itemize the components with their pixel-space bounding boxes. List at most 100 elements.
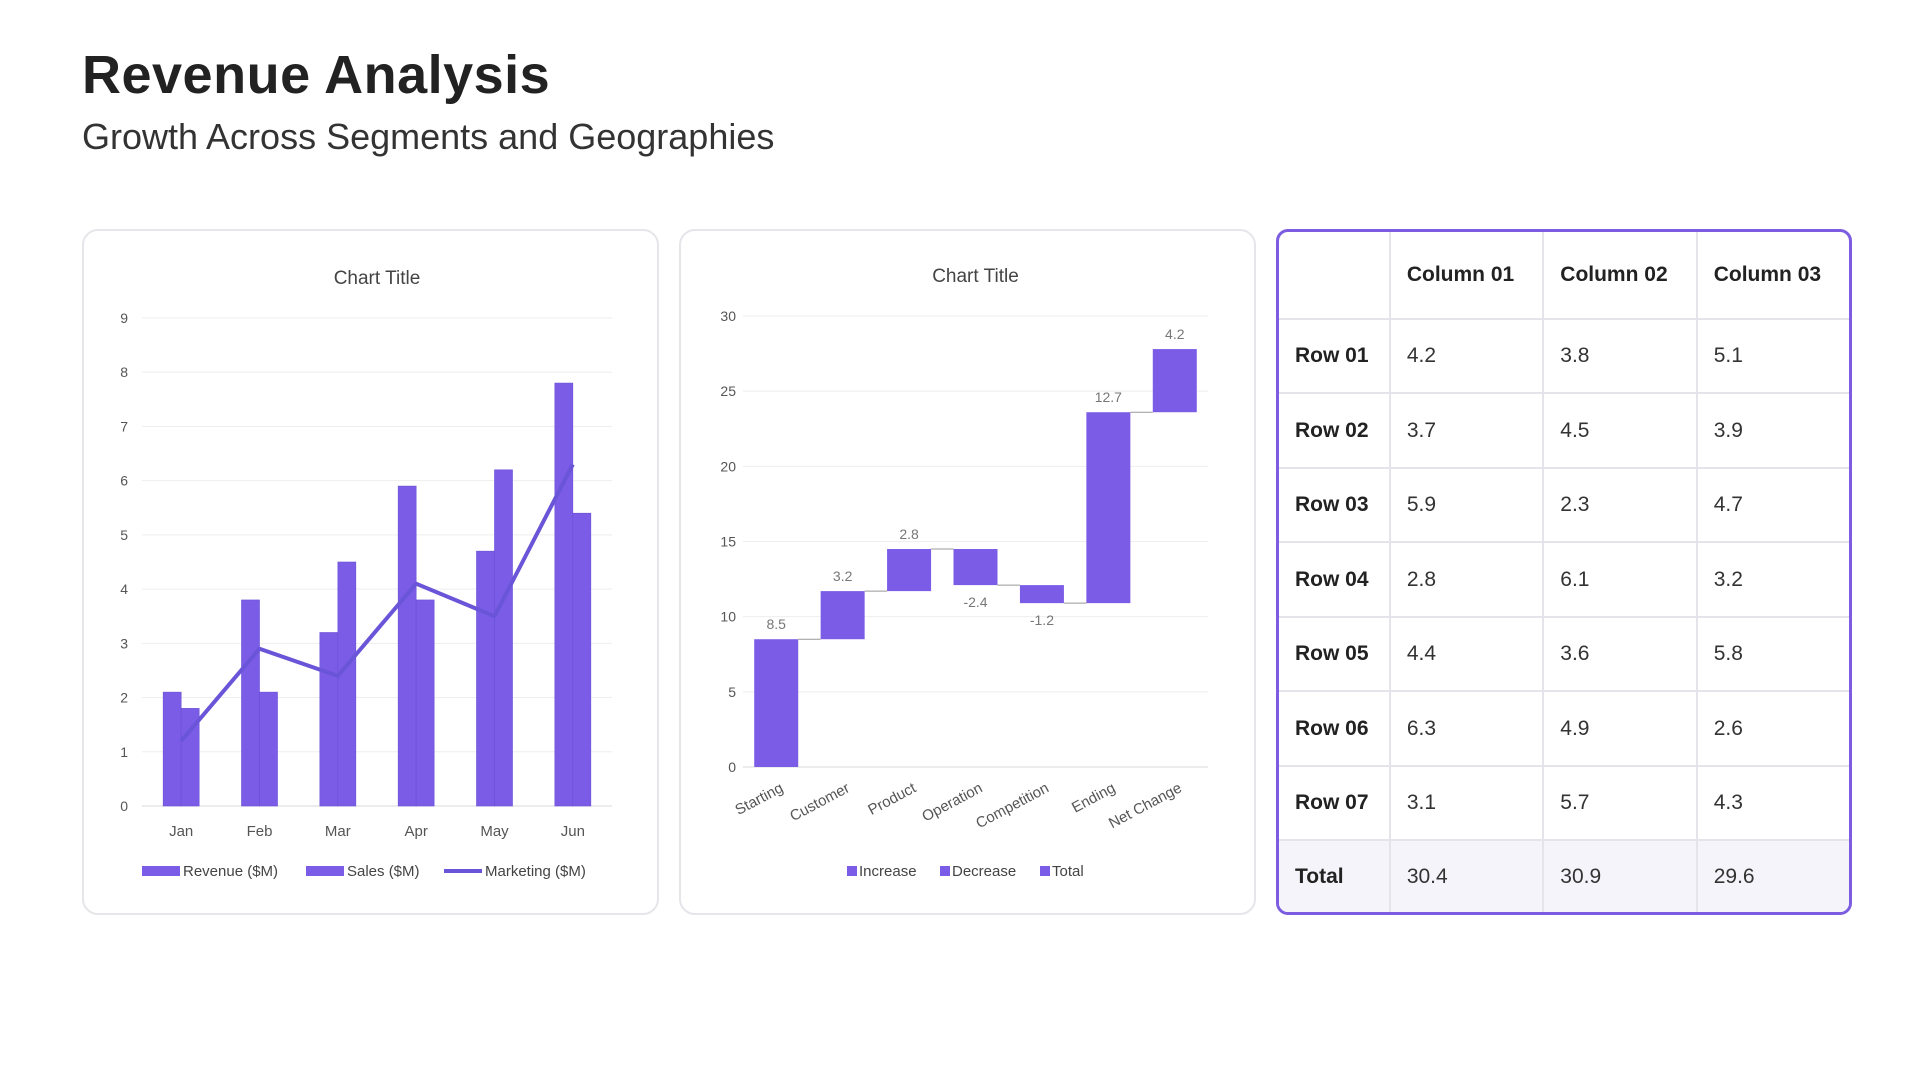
data-label: -1.2 (1030, 612, 1054, 628)
table-cell: 6.1 (1543, 542, 1698, 618)
table-row-label: Row 02 (1279, 393, 1391, 469)
legend-label: Decrease (952, 863, 1016, 880)
x-tick-label: Jan (169, 823, 193, 840)
legend-label: Revenue ($M) (183, 863, 278, 880)
y-tick-label: 7 (120, 418, 128, 434)
table-row-label: Row 01 (1279, 319, 1391, 395)
bar-sales (572, 512, 592, 807)
table-cell: 2.8 (1389, 542, 1545, 618)
table-row-label: Row 07 (1279, 765, 1391, 842)
bar-sales (494, 469, 513, 807)
bar-sales (259, 691, 278, 807)
data-label: 4.2 (1165, 326, 1185, 342)
table-row-label: Row 06 (1279, 691, 1391, 767)
data-label: 3.2 (833, 568, 853, 584)
table-row: Row 07 3.1 5.7 4.3 (1279, 765, 1849, 842)
legend-label: Marketing ($M) (485, 863, 586, 880)
table-cell: 4.9 (1543, 691, 1698, 767)
legend-label: Sales ($M) (347, 863, 420, 880)
bar-sales (415, 599, 435, 807)
table-cell: 6.3 (1389, 691, 1545, 767)
table-cell: 4.7 (1696, 467, 1849, 544)
waterfall-bar-increase (1086, 412, 1131, 604)
table-header-cell (1279, 232, 1391, 320)
x-tick-label: Product (865, 779, 919, 819)
waterfall-bar-increase (1152, 349, 1197, 413)
waterfall-bar-increase (820, 591, 865, 640)
y-tick-label: 30 (720, 308, 736, 324)
y-tick-label: 0 (728, 759, 736, 775)
data-label: 12.7 (1095, 389, 1122, 405)
page-subtitle: Growth Across Segments and Geographies (82, 116, 775, 157)
chart-title: Chart Title (932, 266, 1019, 287)
table-row-label: Row 05 (1279, 616, 1391, 693)
y-tick-label: 10 (720, 609, 736, 625)
table-row: Row 06 6.3 4.9 2.6 (1279, 691, 1849, 767)
line-marketing (179, 463, 575, 743)
y-tick-label: 5 (728, 684, 736, 700)
y-tick-label: 5 (120, 527, 128, 543)
y-tick-label: 20 (720, 458, 736, 474)
table-cell: 4.2 (1389, 319, 1545, 395)
x-tick-label: Ending (1069, 780, 1118, 817)
y-tick-label: 9 (120, 310, 128, 326)
chart-title: Chart Title (334, 268, 421, 289)
table-row-label: Row 04 (1279, 542, 1391, 618)
y-tick-label: 1 (120, 744, 128, 760)
table-header-cell: Column 02 (1543, 232, 1698, 320)
legend-swatch (306, 866, 344, 876)
y-tick-label: 0 (120, 798, 128, 814)
table-cell: 5.9 (1389, 467, 1545, 544)
table-cell: 2.3 (1543, 467, 1698, 544)
legend-swatch (847, 866, 857, 876)
table-header-cell: Column 01 (1389, 232, 1545, 320)
y-tick-label: 15 (720, 534, 736, 550)
data-table-card: Column 01 Column 02 Column 03 Row 01 4.2 3… (1276, 229, 1852, 915)
waterfall-chart-card: Chart Title 0 5 10 15 20 25 30 8.5 3.2 2.8 -2.4 -1.2… (679, 229, 1256, 915)
x-tick-label: Starting (732, 780, 786, 819)
table-cell: 4.4 (1389, 616, 1545, 693)
table-row: Row 05 4.4 3.6 5.8 (1279, 616, 1849, 693)
waterfall-bar-increase (754, 639, 799, 767)
table-cell: 3.1 (1389, 765, 1545, 842)
table-cell: 4.3 (1696, 765, 1849, 842)
combo-chart: Chart Title 0 1 2 3 4 5 6 7 8 9 Jan Feb Mar Apr May Jun R… (120, 268, 612, 880)
data-table: Column 01 Column 02 Column 03 Row 01 4.2 3… (1279, 232, 1849, 912)
data-label: 2.8 (899, 526, 919, 542)
bar-revenue (476, 550, 495, 807)
table-header-cell: Column 03 (1696, 232, 1849, 320)
x-tick-label: Competition (973, 780, 1052, 833)
legend-swatch (940, 866, 950, 876)
legend-label: Total (1052, 863, 1084, 880)
waterfall-bar-decrease (953, 549, 998, 586)
table-cell: 3.8 (1543, 319, 1698, 395)
x-tick-label: May (480, 823, 509, 840)
x-tick-label: Apr (404, 823, 427, 840)
y-tick-label: 6 (120, 473, 128, 489)
x-tick-label: Feb (247, 823, 273, 840)
bar-revenue (241, 599, 260, 807)
page-title: Revenue Analysis (82, 45, 551, 105)
bar-revenue (319, 632, 339, 807)
table-row: Row 03 5.9 2.3 4.7 (1279, 467, 1849, 544)
y-tick-label: 25 (720, 383, 736, 399)
table-cell: 3.9 (1696, 393, 1849, 469)
table-cell: 5.7 (1543, 765, 1698, 842)
table-cell: 3.2 (1696, 542, 1849, 618)
table-row-label: Row 03 (1279, 467, 1391, 544)
x-tick-label: Customer (787, 780, 852, 826)
y-tick-label: 8 (120, 364, 128, 380)
table-total-cell: 29.6 (1696, 840, 1849, 912)
x-tick-label: Mar (325, 823, 351, 840)
data-label: -2.4 (963, 594, 987, 610)
y-tick-label: 4 (120, 581, 128, 597)
table-cell: 3.7 (1389, 393, 1545, 469)
legend-swatch (1040, 866, 1050, 876)
table-header-row: Column 01 Column 02 Column 03 (1279, 232, 1849, 320)
data-label: 8.5 (766, 616, 786, 632)
x-tick-label: Jun (561, 823, 585, 840)
x-tick-label: Net Change (1106, 780, 1185, 833)
bar-sales (337, 561, 357, 807)
bar-revenue (554, 382, 574, 807)
y-tick-label: 3 (120, 635, 128, 651)
